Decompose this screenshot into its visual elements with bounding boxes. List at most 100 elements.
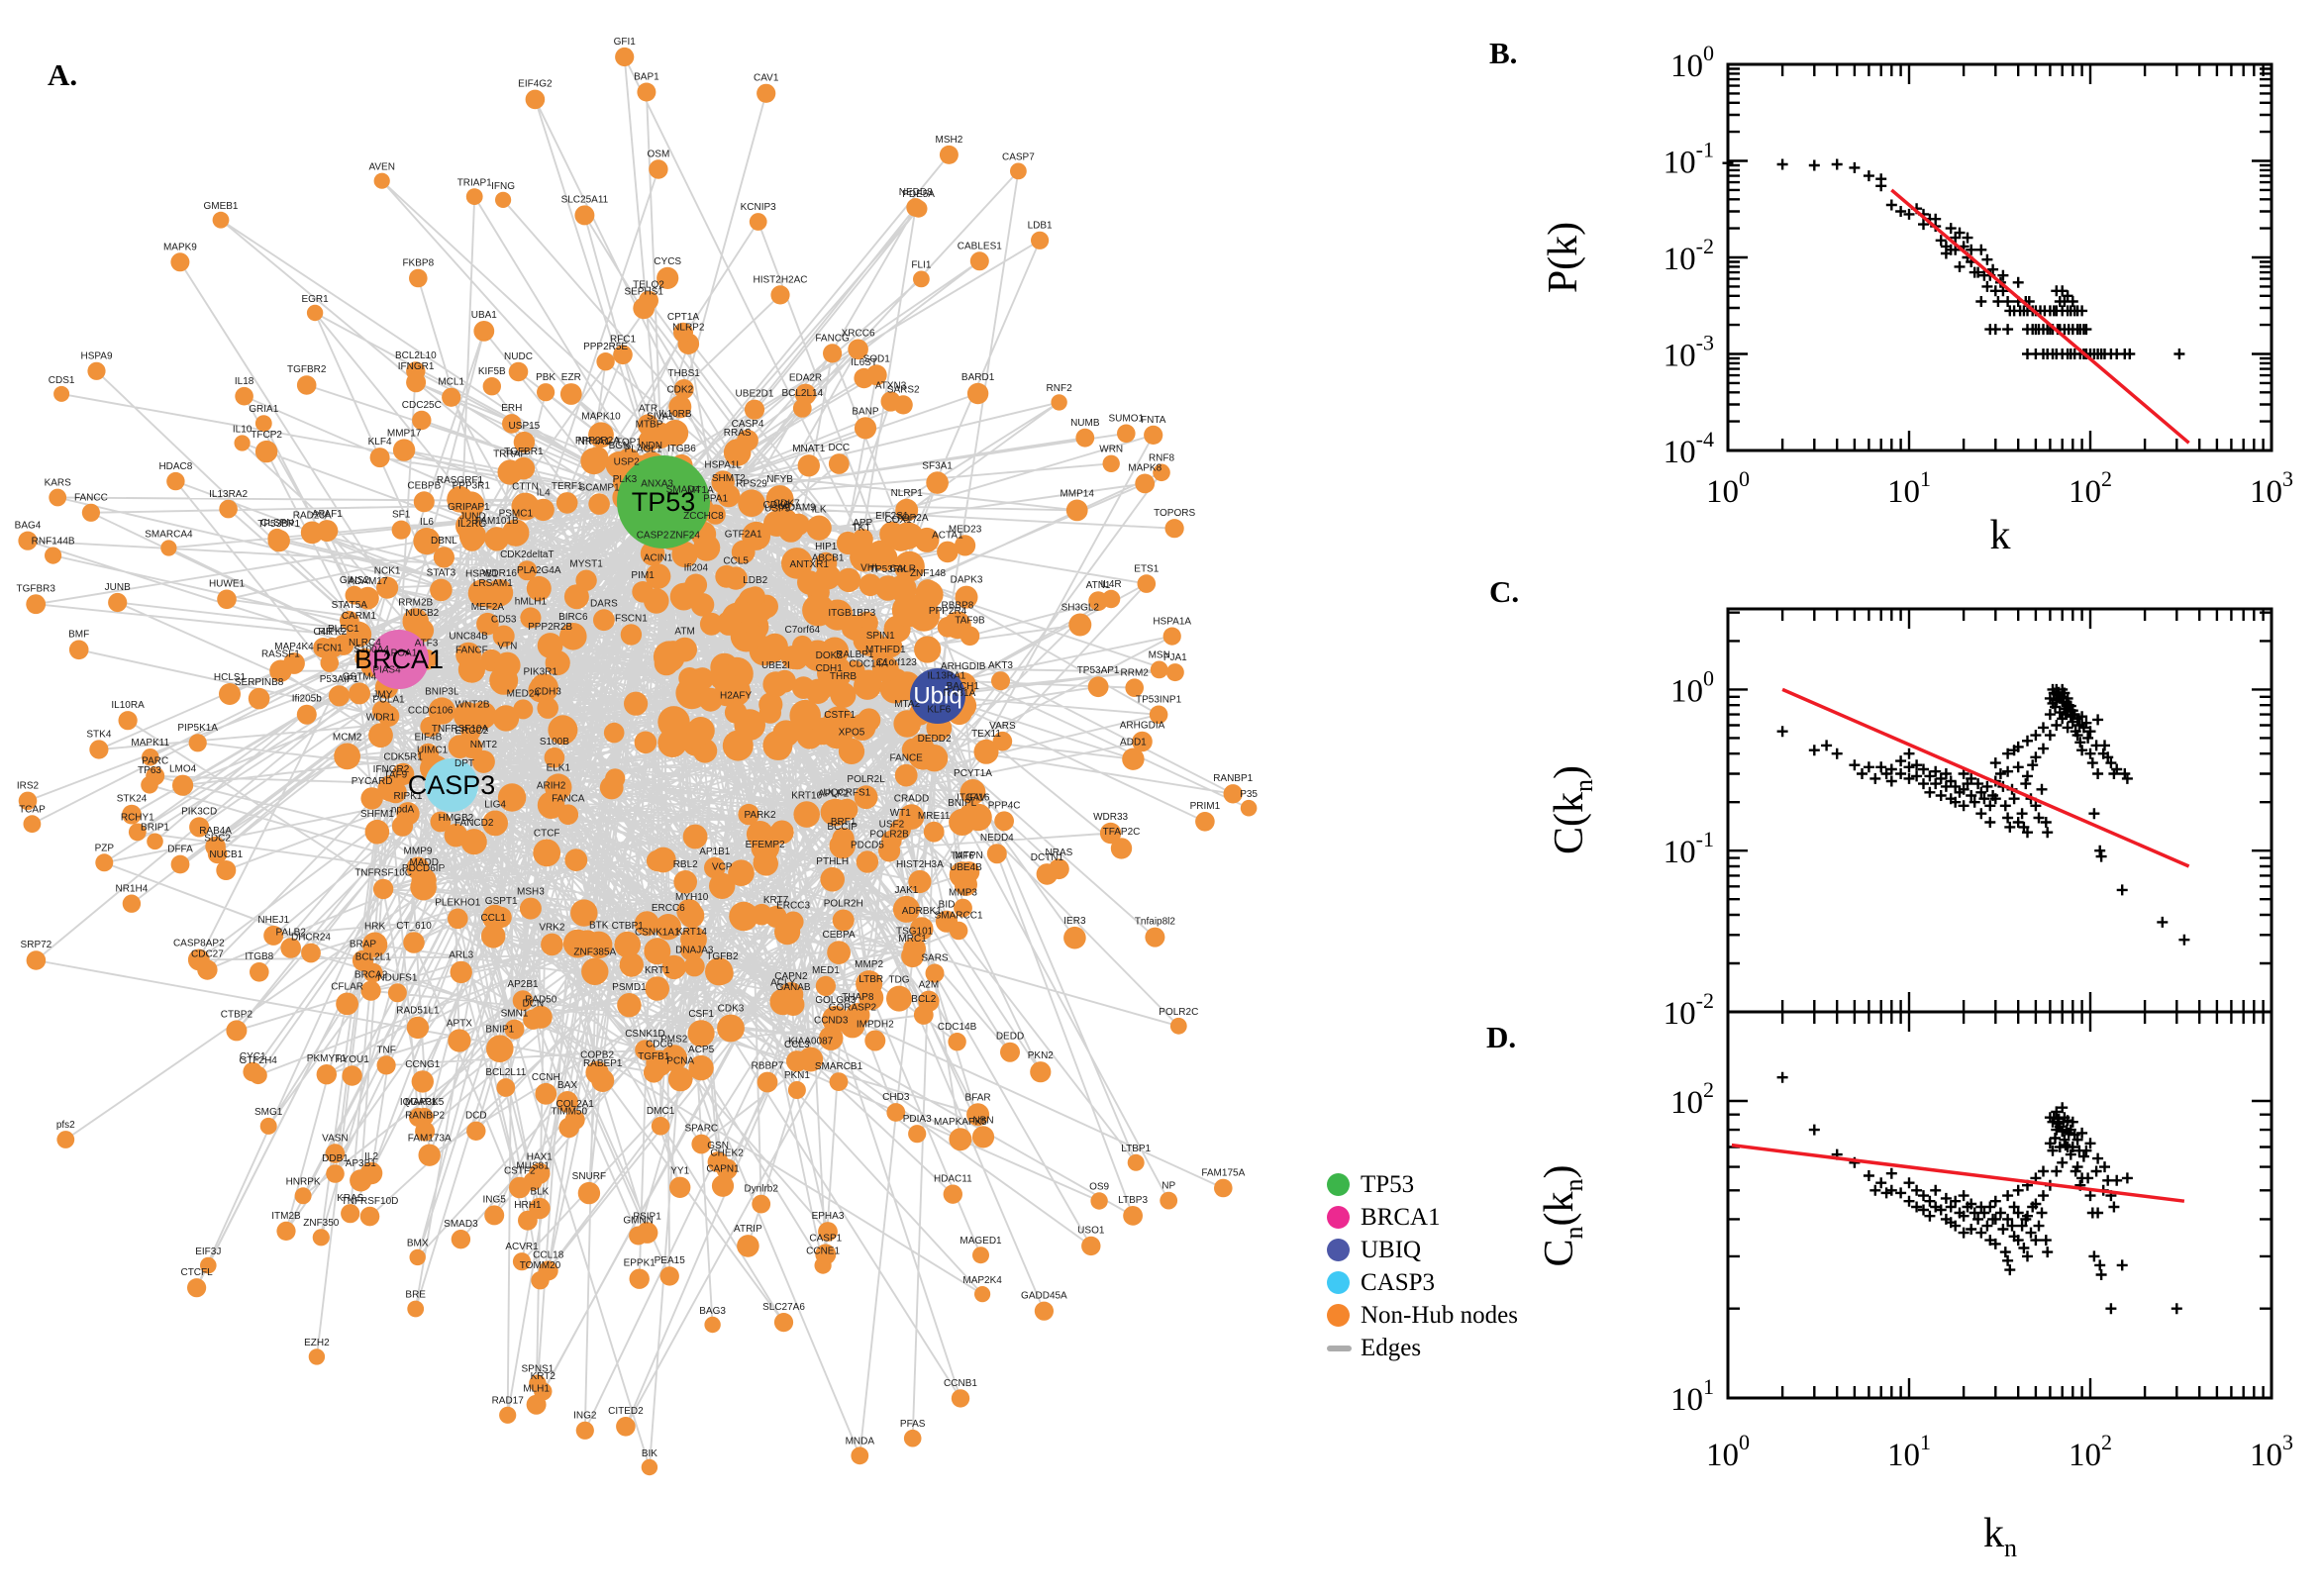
- network-node: [620, 624, 643, 646]
- network-node: [669, 1176, 691, 1199]
- legend-label-ubiq: UBIQ: [1361, 1237, 1422, 1263]
- network-node-label: S100B: [540, 737, 569, 748]
- network-node-label: NUCB2: [405, 608, 439, 619]
- network-node-label: IL18: [235, 376, 254, 387]
- network-node-label: NDUFS1: [377, 972, 417, 983]
- network-node: [249, 962, 269, 982]
- axis-tick-label: 102: [2069, 466, 2112, 510]
- network-node-label: NLRP2: [672, 322, 705, 333]
- network-node-label: PPP3R1: [453, 480, 491, 491]
- network-node-label: MSH2: [936, 135, 963, 146]
- network-node-label: WDR1: [366, 712, 396, 723]
- network-node: [537, 791, 565, 819]
- network-node-label: UNC84B: [449, 632, 488, 643]
- network-node-label: CCND3: [814, 1015, 849, 1026]
- network-node: [428, 697, 455, 725]
- network-node-label: KLF4: [368, 437, 392, 448]
- network-node-label: WT1: [890, 808, 912, 819]
- network-node: [89, 740, 109, 759]
- network-node: [248, 687, 270, 710]
- axis-tick-label: 10-1: [1664, 138, 1714, 181]
- network-node-label: A2M: [919, 980, 940, 991]
- network-node: [908, 869, 932, 894]
- network-node: [466, 1121, 486, 1142]
- network-node-label: PFAS: [900, 1419, 926, 1430]
- network-node-label: MSN: [1149, 649, 1170, 660]
- network-node-label: TNFRSF10C: [354, 868, 412, 879]
- network-node-label: SEPHS1: [624, 286, 663, 297]
- network-node-label: OS9: [1089, 1181, 1109, 1192]
- network-node-label: CCDC106: [408, 706, 454, 717]
- network-node: [1149, 705, 1168, 725]
- network-node: [617, 993, 642, 1018]
- network-node-label: GORASP2: [829, 1003, 877, 1014]
- network-node: [457, 491, 485, 519]
- network-node: [460, 829, 487, 855]
- network-node-label: CTBP1: [612, 921, 645, 932]
- network-node: [377, 774, 405, 802]
- legend-item-edges: Edges: [1327, 1332, 1518, 1364]
- network-node: [1127, 1153, 1145, 1171]
- network-node-label: CDK7: [773, 498, 800, 509]
- network-node-label: PPP2R5E: [583, 342, 628, 352]
- legend-item-casp3: CASP3: [1327, 1266, 1518, 1299]
- network-node-label: AKT3: [988, 660, 1013, 671]
- network-node-label: CPT1A: [667, 312, 700, 323]
- network-node-label: RAD50: [525, 995, 557, 1006]
- network-node-label: Tnfaip8l2: [1135, 917, 1176, 928]
- network-node-label: DEDD2: [918, 734, 952, 745]
- network-node-label: ACVR1: [505, 1242, 539, 1252]
- network-node-label: NBN: [972, 1115, 993, 1126]
- network-node-label: BCL2L11: [485, 1067, 526, 1078]
- network-node: [1030, 1061, 1052, 1083]
- network-node-label: CT_610: [396, 921, 432, 932]
- network-node-label: PCNA: [666, 1056, 694, 1067]
- network-node: [711, 470, 735, 494]
- network-node: [1135, 473, 1156, 494]
- network-node-label: C7orf64: [785, 625, 821, 636]
- network-node: [787, 513, 810, 536]
- network-node: [972, 1247, 989, 1264]
- network-node: [717, 1014, 745, 1043]
- network-node: [766, 514, 789, 537]
- axis-title: k: [1990, 513, 2011, 558]
- network-node-label: RPS29: [736, 478, 767, 489]
- network-node-label: BMF: [68, 630, 89, 641]
- network-node: [349, 682, 370, 705]
- network-node: [920, 745, 949, 772]
- legend-label-casp3: CASP3: [1361, 1269, 1436, 1296]
- network-node-label: BAG4: [15, 521, 42, 532]
- network-node-label: TP63: [138, 765, 161, 776]
- legend-dot-ubiq: [1327, 1239, 1350, 1261]
- network-node: [513, 431, 536, 453]
- network-node-label: LIG4: [484, 800, 506, 811]
- network-node: [986, 844, 1007, 864]
- network-node: [520, 607, 542, 629]
- network-node-label: UBE2D1: [736, 389, 774, 400]
- network-node: [633, 297, 656, 320]
- network-node: [502, 414, 522, 434]
- network-node: [586, 447, 609, 469]
- network-node: [797, 454, 820, 477]
- network-node: [822, 1005, 850, 1034]
- axis-tick-label: 10-2: [1664, 234, 1714, 277]
- network-node-label: GTF2A1: [725, 530, 762, 541]
- network-node-label: APLP2: [818, 788, 850, 799]
- network-node: [641, 1458, 658, 1476]
- network-node: [757, 83, 776, 103]
- network-node-label: IL6ST: [851, 357, 877, 368]
- network-node: [187, 1278, 207, 1298]
- network-node: [442, 387, 461, 407]
- network-node: [575, 1421, 594, 1440]
- network-node-label: BANP: [852, 406, 879, 417]
- network-node-label: MAP3K5: [405, 1097, 445, 1108]
- network-node-label: EZH2: [304, 1338, 330, 1348]
- panel-label-d: D.: [1486, 1020, 1517, 1054]
- axis-tick-label: 101: [1887, 1430, 1931, 1473]
- network-node-label: DBNL: [431, 536, 457, 547]
- network-node-label: SMAD3: [444, 1219, 478, 1230]
- network-node-label: YY1: [670, 1166, 689, 1177]
- network-node: [1164, 519, 1184, 539]
- network-node-label: TGFB2: [706, 951, 739, 962]
- network-node-label: CDK3: [718, 1004, 745, 1015]
